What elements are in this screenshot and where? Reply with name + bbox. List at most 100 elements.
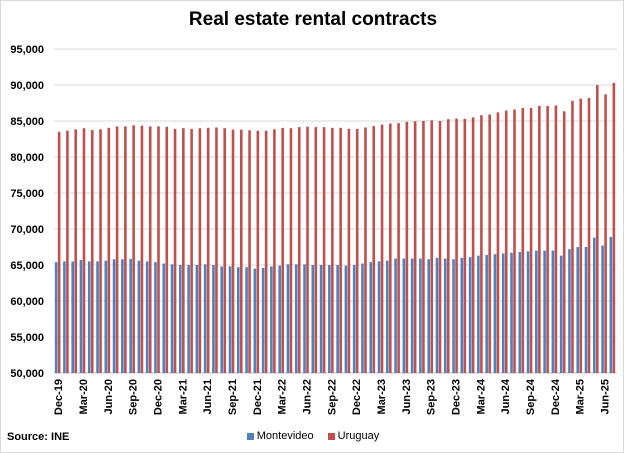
y-tick-label: 60,000 <box>10 296 44 308</box>
bar-uruguay <box>157 126 160 374</box>
bar-uruguay <box>480 115 483 374</box>
x-tick-label: Mar-21 <box>177 379 189 414</box>
bar-uruguay <box>82 128 86 373</box>
bar-uruguay <box>66 130 69 373</box>
bar-montevideo <box>344 265 348 373</box>
bar-uruguay <box>173 128 177 373</box>
chart-title: Real estate rental contracts <box>188 9 438 30</box>
bar-uruguay <box>256 130 260 373</box>
bar-montevideo <box>63 261 66 373</box>
bar-montevideo <box>319 265 323 373</box>
bar-uruguay <box>90 130 94 373</box>
bar-uruguay <box>107 127 111 373</box>
bar-uruguay <box>347 128 351 373</box>
bar-uruguay <box>165 126 169 373</box>
bar-montevideo <box>104 260 108 373</box>
bar-uruguay <box>206 127 210 373</box>
x-tick-label: Dec-22 <box>351 379 363 415</box>
bar-montevideo <box>278 265 281 373</box>
bar-uruguay <box>339 127 342 373</box>
bar-montevideo <box>568 249 571 373</box>
x-tick-label: Jun-24 <box>500 378 512 414</box>
bar-uruguay <box>331 127 334 373</box>
bar-montevideo <box>535 250 538 373</box>
bar-montevideo <box>187 265 190 373</box>
bar-uruguay <box>471 117 475 374</box>
bar-montevideo <box>584 247 588 373</box>
bar-uruguay <box>372 126 376 373</box>
bar-uruguay <box>422 121 425 373</box>
bar-montevideo <box>162 263 166 373</box>
bar-uruguay <box>355 128 359 373</box>
bar-montevideo <box>419 258 422 373</box>
bar-uruguay <box>273 129 276 373</box>
bar-montevideo <box>510 252 513 373</box>
bar-uruguay <box>190 128 193 373</box>
bar-montevideo <box>518 252 522 373</box>
bar-montevideo <box>609 236 613 373</box>
bar-montevideo <box>137 260 141 373</box>
bar-montevideo <box>543 250 546 373</box>
bar-uruguay <box>124 126 127 374</box>
bar-montevideo <box>443 258 447 373</box>
bar-uruguay <box>314 127 318 374</box>
bar-uruguay <box>579 98 583 374</box>
x-tick-label: Jun-23 <box>401 379 413 414</box>
bar-uruguay <box>413 121 417 373</box>
bar-montevideo <box>493 254 497 373</box>
bar-uruguay <box>546 105 549 373</box>
legend-label-montevideo: Montevideo <box>256 430 314 442</box>
bar-montevideo <box>460 257 464 373</box>
y-tick-label: 50,000 <box>10 368 44 380</box>
bar-uruguay <box>74 129 77 373</box>
bar-montevideo <box>386 260 389 373</box>
bar-uruguay <box>438 121 442 373</box>
bar-montevideo <box>261 267 265 373</box>
bar-montevideo <box>170 264 174 373</box>
bar-montevideo <box>303 264 306 373</box>
bar-montevideo <box>402 258 406 373</box>
x-tick-label: Sep-21 <box>227 379 239 415</box>
y-tick-label: 90,000 <box>10 80 44 92</box>
bar-montevideo <box>352 265 356 373</box>
legend-swatch-montevideo <box>246 432 254 440</box>
bar-uruguay <box>562 111 566 373</box>
bar-uruguay <box>446 119 450 373</box>
bar-uruguay <box>504 110 508 373</box>
bar-uruguay <box>538 105 541 373</box>
x-tick-label: Dec-23 <box>451 379 463 415</box>
y-tick-label: 70,000 <box>10 224 44 236</box>
bar-uruguay <box>297 127 301 374</box>
bar-uruguay <box>463 118 467 373</box>
legend-swatch-uruguay <box>327 432 335 440</box>
bar-uruguay <box>587 97 591 374</box>
y-tick-label: 95,000 <box>10 44 44 56</box>
bar-uruguay <box>496 112 500 374</box>
source-note: Source: INE <box>7 431 70 443</box>
bar-uruguay <box>289 128 293 373</box>
x-tick-label: Jun-21 <box>202 379 214 414</box>
bar-uruguay <box>223 128 227 373</box>
x-tick-label: Dec-20 <box>152 379 164 415</box>
x-tick-label: Jun-25 <box>600 379 612 414</box>
x-tick-label: Mar-25 <box>575 379 587 414</box>
x-tick-label: Dec-24 <box>550 378 562 415</box>
bar-uruguay <box>115 126 119 374</box>
bar-montevideo <box>601 245 604 373</box>
bar-montevideo <box>361 263 364 373</box>
bar-montevideo <box>270 266 273 373</box>
bar-montevideo <box>477 255 480 373</box>
bar-montevideo <box>328 265 331 373</box>
bar-montevideo <box>129 258 132 373</box>
x-tick-label: Mar-20 <box>78 379 90 414</box>
bar-uruguay <box>389 123 392 374</box>
bar-montevideo <box>286 264 290 373</box>
x-tick-label: Sep-23 <box>426 379 438 415</box>
bar-montevideo <box>427 259 431 373</box>
bar-uruguay <box>521 108 525 373</box>
bar-uruguay <box>215 127 218 373</box>
bar-montevideo <box>220 266 224 373</box>
bar-montevideo <box>87 261 91 373</box>
bar-montevideo <box>294 264 298 373</box>
